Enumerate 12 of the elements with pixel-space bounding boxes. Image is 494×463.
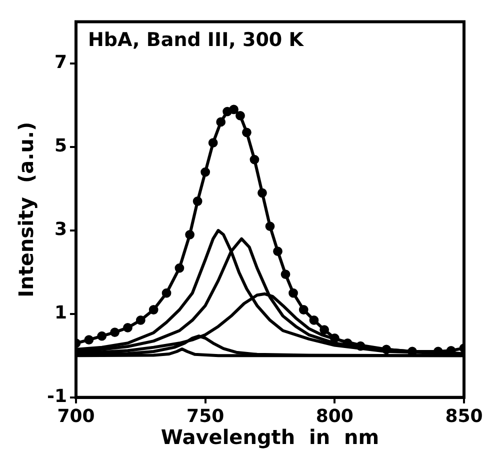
y-tick-label: 3 <box>54 219 67 240</box>
x-axis-title: Wavelength in nm <box>160 425 380 450</box>
y-tick-label: 5 <box>54 136 67 157</box>
annotation: HbA, Band III, 300 K <box>88 29 305 52</box>
y-tick-label: 7 <box>54 52 67 74</box>
x-tick-label: 700 <box>57 406 95 427</box>
x-tick-label: 750 <box>186 406 224 427</box>
x-tick-label: 800 <box>316 406 354 427</box>
y-tick-label: 1 <box>54 302 67 324</box>
y-axis-title: Intensity (a.u.) <box>14 122 38 298</box>
y-tick-label: -1 <box>46 386 67 408</box>
x-tick-label: 850 <box>445 406 483 427</box>
